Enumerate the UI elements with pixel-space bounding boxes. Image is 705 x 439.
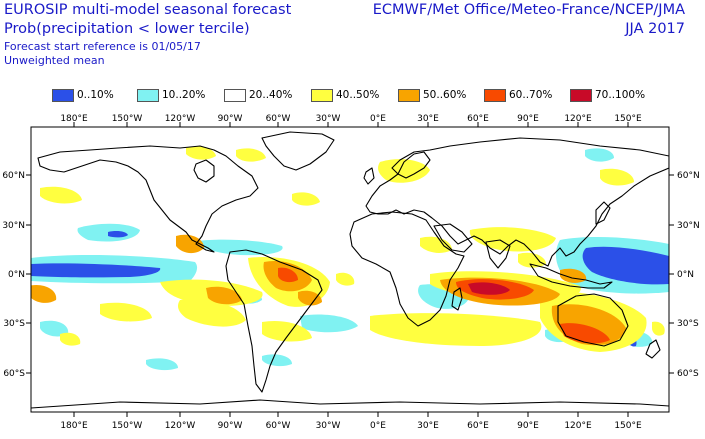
lat-label-right: 30°S bbox=[677, 319, 699, 329]
coast-india bbox=[485, 239, 511, 269]
lon-label-top: 150°W bbox=[112, 114, 143, 124]
coast-africa bbox=[349, 211, 465, 327]
organizations: ECMWF/Met Office/Meteo-France/NCEP/JMA bbox=[372, 2, 685, 18]
coast-scandinavia bbox=[397, 151, 431, 179]
map-title: EUROSIP multi-model seasonal forecast bbox=[4, 2, 292, 18]
forecast-start-reference: Forecast start reference is 01/05/17 bbox=[4, 40, 201, 53]
legend-label: 20..40% bbox=[249, 89, 293, 101]
coast-hudson-bay bbox=[193, 159, 215, 183]
lon-label-top: 120°W bbox=[165, 114, 196, 124]
lon-label-bottom: 180°E bbox=[60, 421, 88, 431]
probability-field bbox=[31, 146, 669, 371]
lon-label-bottom: 60°W bbox=[266, 421, 291, 431]
lon-label-top: 180°E bbox=[60, 114, 88, 124]
coastlines bbox=[31, 131, 669, 409]
lat-label-left: 30°S bbox=[3, 319, 25, 329]
lat-label-left: 60°S bbox=[3, 369, 25, 379]
lon-label-bottom: 150°W bbox=[112, 421, 143, 431]
coast-japan bbox=[595, 201, 611, 225]
lon-label-top: 30°E bbox=[417, 114, 439, 124]
lon-label-top: 120°E bbox=[564, 114, 592, 124]
lon-label-top: 90°W bbox=[218, 114, 243, 124]
legend-swatch bbox=[398, 89, 420, 102]
map-frame bbox=[30, 126, 670, 413]
lat-label-right: 60°N bbox=[677, 171, 700, 181]
legend-label: 70..100% bbox=[595, 89, 646, 101]
map-ticks bbox=[26, 122, 674, 417]
legend-label: 0..10% bbox=[77, 89, 114, 101]
season-label: JJA 2017 bbox=[625, 21, 685, 37]
legend-swatch bbox=[224, 89, 246, 102]
lat-label-left: 60°N bbox=[2, 171, 25, 181]
lon-label-bottom: 30°W bbox=[316, 421, 341, 431]
legend-swatch bbox=[311, 89, 333, 102]
coast-madagascar bbox=[451, 287, 463, 311]
weighting-note: Unweighted mean bbox=[4, 54, 105, 67]
coast-indonesia bbox=[529, 263, 613, 289]
lat-label-left: 0°N bbox=[8, 270, 25, 280]
legend-label: 50..60% bbox=[423, 89, 467, 101]
coast-north-america bbox=[37, 145, 259, 253]
lon-label-bottom: 150°E bbox=[614, 421, 642, 431]
legend-swatch bbox=[137, 89, 159, 102]
legend-label: 60..70% bbox=[509, 89, 553, 101]
lat-label-left: 30°N bbox=[2, 221, 25, 231]
lon-label-bottom: 0°E bbox=[370, 421, 386, 431]
coast-british-isles bbox=[363, 167, 375, 185]
field-0-10 bbox=[31, 231, 669, 347]
legend: 0..10% 10..20% 20..40% 40..50% 50..60% 6… bbox=[0, 88, 705, 104]
coast-new-zealand bbox=[645, 339, 661, 359]
lon-label-top: 60°E bbox=[467, 114, 489, 124]
lat-label-right: 0°N bbox=[677, 270, 694, 280]
legend-swatch bbox=[570, 89, 592, 102]
coast-australia bbox=[557, 293, 629, 347]
lon-label-bottom: 90°E bbox=[517, 421, 539, 431]
world-map: 180°E 150°W 120°W 90°W 60°W 30°W 0°E 30°… bbox=[2, 114, 700, 431]
lon-label-bottom: 30°E bbox=[417, 421, 439, 431]
coast-eurasia bbox=[365, 137, 669, 267]
variable-title: Prob(precipitation < lower tercile) bbox=[4, 21, 250, 37]
lat-label-right: 30°N bbox=[677, 221, 700, 231]
coast-south-america bbox=[225, 249, 323, 393]
lon-label-top: 60°W bbox=[266, 114, 291, 124]
legend-label: 40..50% bbox=[336, 89, 380, 101]
legend-swatch bbox=[484, 89, 506, 102]
field-70-100 bbox=[468, 282, 510, 295]
lon-label-bottom: 120°E bbox=[564, 421, 592, 431]
coast-antarctica bbox=[31, 399, 669, 409]
lon-label-top: 30°W bbox=[316, 114, 341, 124]
lon-label-top: 0°E bbox=[370, 114, 386, 124]
coast-greenland bbox=[261, 131, 335, 171]
coast-arabia bbox=[433, 223, 473, 253]
lat-label-right: 60°S bbox=[677, 369, 699, 379]
lon-label-top: 150°E bbox=[614, 114, 642, 124]
legend-swatch bbox=[52, 89, 74, 102]
lon-label-bottom: 60°E bbox=[467, 421, 489, 431]
lon-label-top: 90°E bbox=[517, 114, 539, 124]
legend-label: 10..20% bbox=[162, 89, 206, 101]
lon-label-bottom: 120°W bbox=[165, 421, 196, 431]
lon-label-bottom: 90°W bbox=[218, 421, 243, 431]
